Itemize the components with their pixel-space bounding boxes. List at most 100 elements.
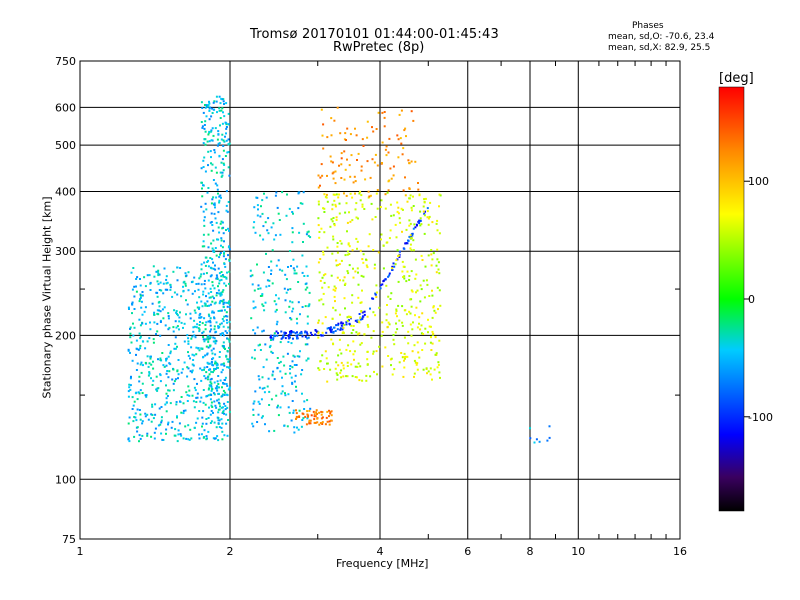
data-point [283,424,286,427]
data-point [220,291,223,294]
data-point [135,369,138,371]
data-point [208,130,211,133]
data-point [322,147,325,150]
data-point [141,382,144,385]
data-point [430,264,433,267]
data-point [215,254,218,257]
data-point [226,331,229,334]
data-point [225,301,228,304]
data-point [439,304,442,307]
data-point [322,292,325,295]
data-point [220,418,223,421]
data-point [374,216,377,218]
data-point [412,119,415,122]
data-point [420,223,423,226]
data-point [365,374,368,377]
data-point [423,296,426,299]
data-point [182,402,185,405]
data-point [204,304,207,307]
data-point [360,169,363,172]
data-point [139,296,142,299]
data-point [432,252,435,255]
data-point [279,341,282,344]
data-point [360,310,363,312]
data-point [289,333,292,336]
data-point [279,370,282,373]
data-point [226,210,229,213]
data-point [369,375,372,378]
data-point [205,418,208,420]
data-point [401,208,404,211]
data-point [398,250,401,253]
data-point [249,269,252,272]
data-point [401,324,404,327]
data-point [207,104,210,107]
data-point [343,178,346,181]
data-point [217,383,220,385]
data-point [316,417,319,420]
data-point [406,200,409,203]
data-point [412,205,415,207]
data-point [176,370,179,373]
data-point [340,163,343,166]
data-point [313,413,316,416]
data-point [356,365,359,368]
data-point [177,433,180,436]
data-point [219,253,221,256]
data-point [203,340,206,343]
data-point [203,375,206,377]
data-point [214,362,216,365]
data-point [195,326,198,329]
data-point [270,226,273,229]
data-point [187,424,190,427]
data-point [209,381,212,384]
data-point [214,247,217,249]
data-point [294,332,297,335]
data-point [212,336,215,339]
data-point [204,202,207,205]
data-point [334,182,337,185]
data-point [197,327,200,330]
data-point [336,373,339,376]
data-point [438,193,441,196]
data-point [185,313,187,316]
data-point [305,423,308,426]
data-point [132,267,135,269]
data-point [155,375,158,378]
data-point [184,425,187,428]
data-point [413,344,416,347]
data-point [386,191,389,194]
data-point [346,127,349,130]
colorbar-tick-label: 0 [748,293,755,306]
data-point [351,219,354,222]
data-point [329,327,332,330]
data-point [417,188,420,191]
data-point [206,336,209,338]
data-point [225,383,228,385]
data-point [260,398,263,401]
data-point [264,343,267,346]
data-point [427,217,430,220]
data-point [148,337,151,340]
data-point [351,294,354,297]
data-point [223,263,226,265]
data-point [227,301,230,304]
data-point [340,361,343,364]
data-point [322,123,325,126]
data-point [317,174,320,177]
data-point [302,417,305,420]
data-point [415,273,418,276]
data-point [279,233,282,236]
data-point [257,344,260,347]
data-point [204,106,207,109]
data-point [159,334,162,337]
data-point [163,306,166,309]
data-point [548,425,551,428]
data-point [345,375,348,378]
data-point [300,332,303,335]
data-point [403,366,406,369]
data-point [193,378,196,381]
data-point [299,332,302,335]
data-point [197,282,200,285]
data-point [165,364,168,367]
